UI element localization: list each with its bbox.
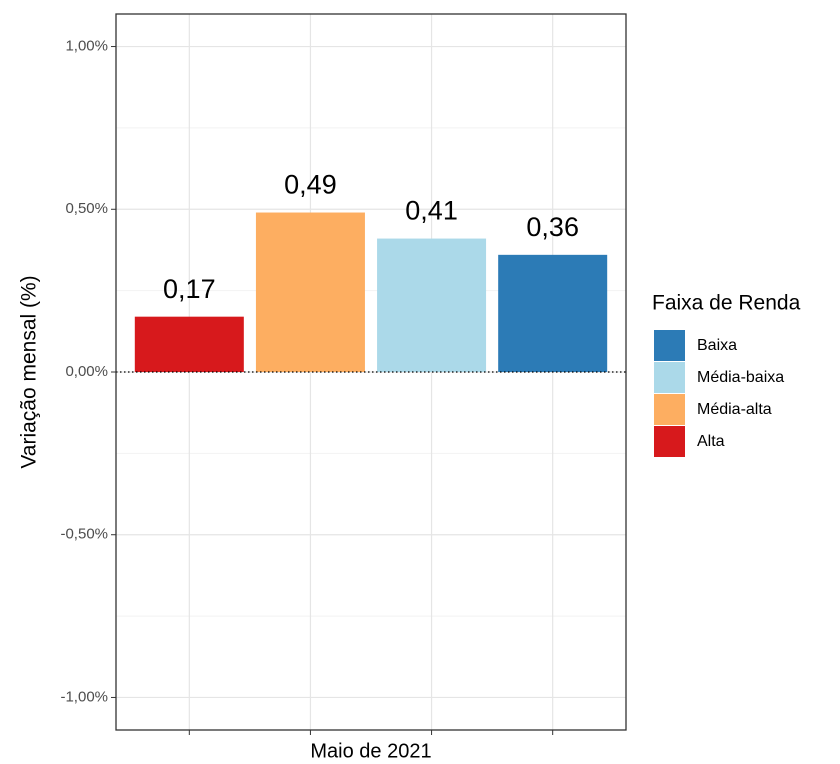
legend-label: Alta: [697, 433, 725, 450]
value-label: 0,17: [163, 274, 216, 304]
legend-swatch: [654, 426, 685, 457]
y-tick-label: 1,00%: [65, 38, 108, 55]
y-tick-label: -1,00%: [60, 688, 108, 705]
y-tick-label: 0,50%: [65, 200, 108, 217]
bar: [377, 238, 487, 372]
x-tick-label: Maio de 2021: [310, 740, 431, 762]
y-tick-label: 0,00%: [65, 363, 108, 380]
legend-title: Faixa de Renda: [652, 292, 801, 315]
bar: [255, 212, 365, 372]
legend-label: Média-alta: [697, 401, 772, 418]
legend-swatch: [654, 330, 685, 361]
value-label: 0,41: [405, 196, 458, 226]
value-label: 0,36: [526, 212, 579, 242]
bar: [134, 316, 244, 372]
legend-label: Média-baixa: [697, 369, 784, 386]
legend-swatch: [654, 362, 685, 393]
bar: [498, 254, 608, 372]
legend-swatch: [654, 394, 685, 425]
panel-border: [115, 13, 627, 731]
y-tick-label: -0,50%: [60, 526, 108, 543]
value-label: 0,49: [284, 170, 337, 200]
legend-label: Baixa: [697, 337, 737, 354]
y-axis-label: Variação mensal (%): [18, 275, 41, 468]
